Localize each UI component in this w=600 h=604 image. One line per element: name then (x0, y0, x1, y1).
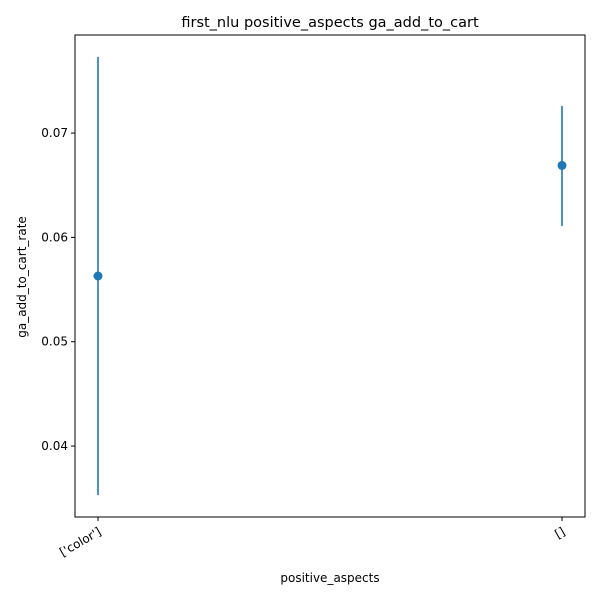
x-tick-label: ['color'] (57, 524, 103, 559)
x-tick-label: [] (552, 524, 567, 541)
y-tick-label: 0.04 (41, 439, 68, 453)
y-tick-label: 0.07 (41, 126, 68, 140)
y-axis-label: ga_add_to_cart_rate (15, 216, 29, 338)
data-point (93, 271, 103, 281)
chart-title: first_nlu positive_aspects ga_add_to_car… (181, 15, 479, 31)
marks-layer: 0.04 0.05 0.06 0.07 ['color'] [] (41, 56, 568, 559)
plot-frame (74, 34, 586, 518)
data-point (557, 160, 567, 170)
x-axis-label: positive_aspects (280, 571, 379, 585)
y-tick-label: 0.05 (41, 335, 68, 349)
y-tick-label: 0.06 (41, 230, 68, 244)
